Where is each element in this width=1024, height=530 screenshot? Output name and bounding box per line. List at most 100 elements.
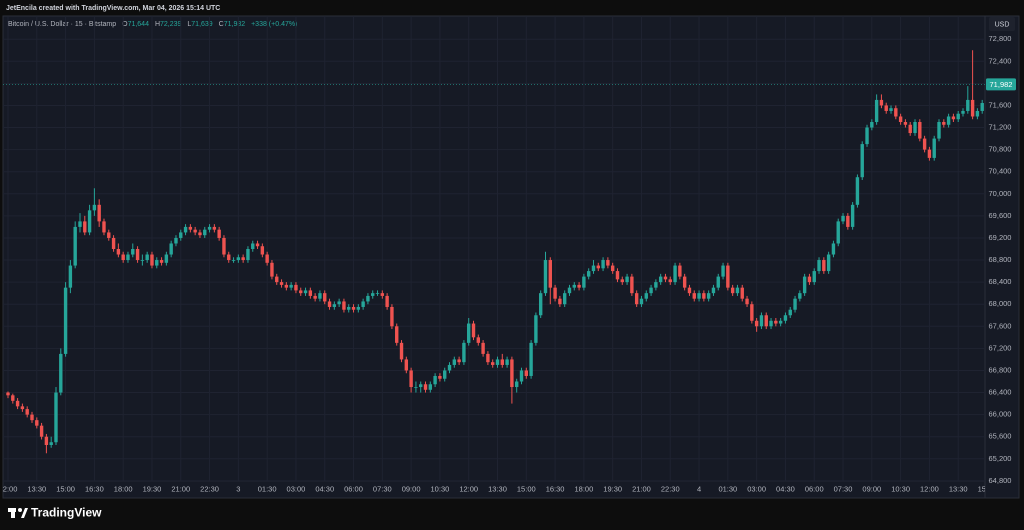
candle-body [337,301,341,305]
candle-body [918,122,922,139]
candle-body [308,290,313,296]
candle-body [222,237,226,255]
y-tick-label: 72,400 [989,56,1012,65]
candle-body [385,295,389,307]
candle-body [817,260,821,272]
candle-body [961,110,965,114]
candle-body [658,276,663,283]
candle-body [850,204,855,227]
candle-body [778,320,783,324]
candle-body [582,276,586,288]
candle-body [942,122,946,125]
candle-body [313,295,317,299]
candle-body [913,122,917,134]
candle-body [966,99,970,111]
candle-body [495,359,500,365]
x-tick-label: 13:30 [949,484,968,493]
x-tick-label: 12:00 [459,484,478,493]
candle-body [279,282,284,285]
candle-body [514,381,519,388]
candle-body [586,271,591,277]
candle-body [102,221,106,233]
x-tick-label: 18:00 [574,484,593,493]
candle-body [793,298,797,310]
x-tick-label: 18:00 [114,484,133,493]
currency-box[interactable] [989,17,1015,31]
candle-body [706,293,711,299]
candle-body [711,287,716,294]
candle-body [860,144,864,178]
candle-body [678,265,682,277]
x-tick-label: 03:00 [287,484,306,493]
x-tick-label: 01:30 [718,484,737,493]
x-tick-label: 04:30 [315,484,334,493]
candle-body [294,284,298,291]
candle-body [366,295,370,302]
candle-body [347,306,351,310]
candle-body [529,342,533,376]
candle-body [44,436,49,445]
candle-body [673,265,677,283]
y-tick-label: 64,800 [989,476,1012,485]
chart-panel [2,15,1020,499]
candle-body [874,99,879,123]
candle-body [788,309,792,316]
candle-body [486,353,490,363]
candle-body [836,221,840,244]
x-tick-label: 01:30 [258,484,277,493]
candle-body [970,99,975,117]
candle-body [395,326,399,343]
candle-body [135,248,140,261]
x-tick-label: 10:30 [431,484,450,493]
y-tick-label: 69,600 [989,211,1012,220]
candle-body [131,248,135,255]
brand-logo [8,508,28,518]
candle-body [620,279,624,283]
y-tick-label: 71,600 [989,100,1012,109]
candle-body [519,370,524,382]
candle-body [898,116,903,123]
candle-body [390,306,394,327]
candle-body [596,265,600,269]
y-tick-label: 66,800 [989,365,1012,374]
candle-body [937,122,941,139]
x-tick-label: 19:30 [143,484,162,493]
candle-body [649,287,653,294]
candle-body [577,284,581,288]
close-label: C [219,21,224,28]
last-price-box [986,78,1016,91]
x-tick-label: 15:00 [517,484,536,493]
currency[interactable]: USD [995,21,1010,28]
x-tick-label: 13:30 [488,484,507,493]
candle-body [634,293,639,305]
candle-body [889,108,893,111]
candle-body [702,293,706,299]
candle-body [30,414,34,421]
candle-body [922,138,927,150]
candle-body [870,122,874,128]
candle-body [610,265,615,272]
candle-body [553,287,557,299]
candle-body [327,301,332,307]
candle-body [107,232,111,238]
candle-body [203,229,207,236]
candle-body [884,105,888,111]
candle-body [615,271,620,280]
y-tick-label: 66,400 [989,388,1012,397]
candle-body [783,315,788,321]
candle-body [946,116,951,125]
candle-body [361,301,365,307]
x-tick-label: 06:00 [805,484,824,493]
candle-body [164,254,169,263]
candle-body [735,287,740,294]
x-tick-label: 07:30 [373,484,392,493]
candle-body [663,276,668,280]
x-tick-label: 22:30 [200,484,219,493]
x-tick-label: 09:00 [862,484,881,493]
y-tick-label: 66,000 [989,410,1012,419]
candle-body [524,370,528,376]
y-tick-label: 65,200 [989,454,1012,463]
candle-body [409,370,413,388]
logo-part [21,508,28,518]
candle-body [567,287,572,294]
